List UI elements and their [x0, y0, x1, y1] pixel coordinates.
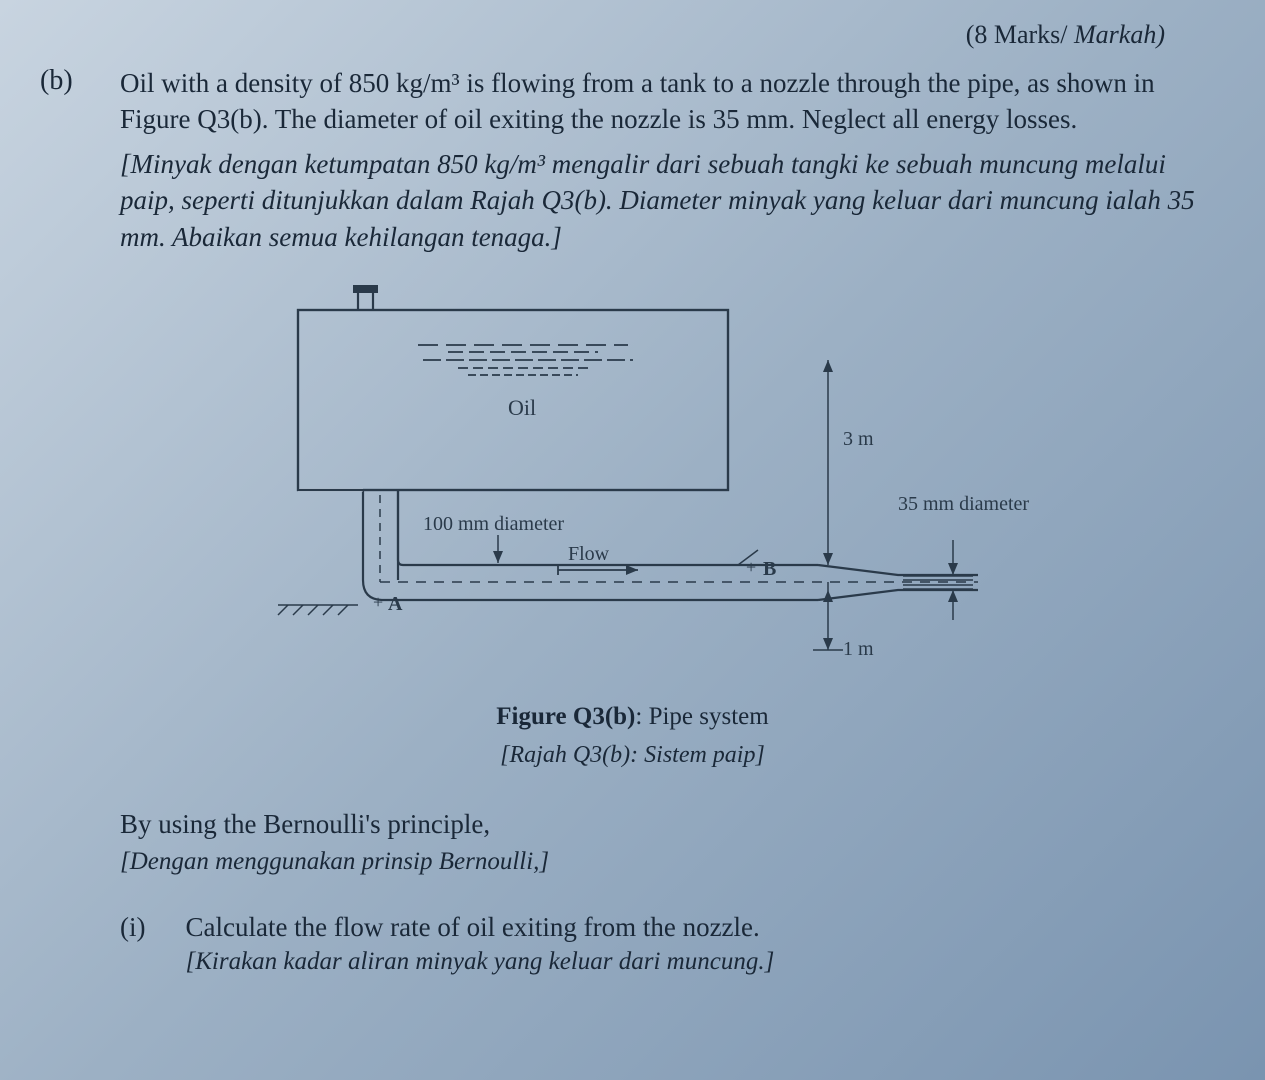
part-label: (b) [40, 65, 90, 979]
subpart-row: (i) Calculate the flow rate of oil exiti… [120, 909, 1225, 979]
point-a: A [388, 593, 403, 615]
italic-text: [Minyak dengan ketumpatan 850 kg/m³ meng… [120, 146, 1225, 255]
pipe-system-diagram: Oil 100 mm diameter Flow 35 mm diameter … [258, 280, 1088, 680]
subpart-text: Calculate the flow rate of oil exiting f… [185, 909, 1225, 945]
figure-caption-sub: [Rajah Q3(b): Sistem paip] [40, 739, 1225, 771]
subpart-body: Calculate the flow rate of oil exiting f… [185, 909, 1225, 979]
svg-text:+: + [373, 592, 383, 612]
svg-text:+: + [746, 557, 756, 577]
marks-header: (8 Marks/ Markah) [40, 20, 1225, 50]
height-1m: 1 m [843, 638, 874, 660]
point-b: B [763, 558, 776, 580]
flow-label: Flow [568, 543, 610, 565]
instruction-italic: [Dengan menggunakan prinsip Bernoulli,] [120, 845, 1225, 879]
subpart-italic: [Kirakan kadar aliran minyak yang keluar… [185, 945, 1225, 979]
marks-value: (8 Marks/ [966, 20, 1068, 49]
subpart-label: (i) [120, 909, 145, 979]
marks-italic: Markah) [1068, 20, 1165, 49]
figure-caption-rest: : Pipe system [635, 703, 768, 730]
question-body: Oil with a density of 850 kg/m³ is flowi… [120, 65, 1225, 979]
nozzle-dia-label: 35 mm diameter [898, 493, 1029, 515]
figure-container: Oil 100 mm diameter Flow 35 mm diameter … [120, 280, 1225, 680]
height-3m: 3 m [843, 428, 874, 450]
question-row: (b) Oil with a density of 850 kg/m³ is f… [40, 65, 1225, 979]
figure-caption-bold: Figure Q3(b) [496, 703, 635, 730]
instruction: By using the Bernoulli's principle, [120, 806, 1225, 842]
figure-caption: Figure Q3(b): Pipe system [40, 700, 1225, 734]
main-text: Oil with a density of 850 kg/m³ is flowi… [120, 65, 1225, 138]
pipe-dia-label: 100 mm diameter [423, 513, 564, 535]
oil-label: Oil [508, 395, 536, 420]
